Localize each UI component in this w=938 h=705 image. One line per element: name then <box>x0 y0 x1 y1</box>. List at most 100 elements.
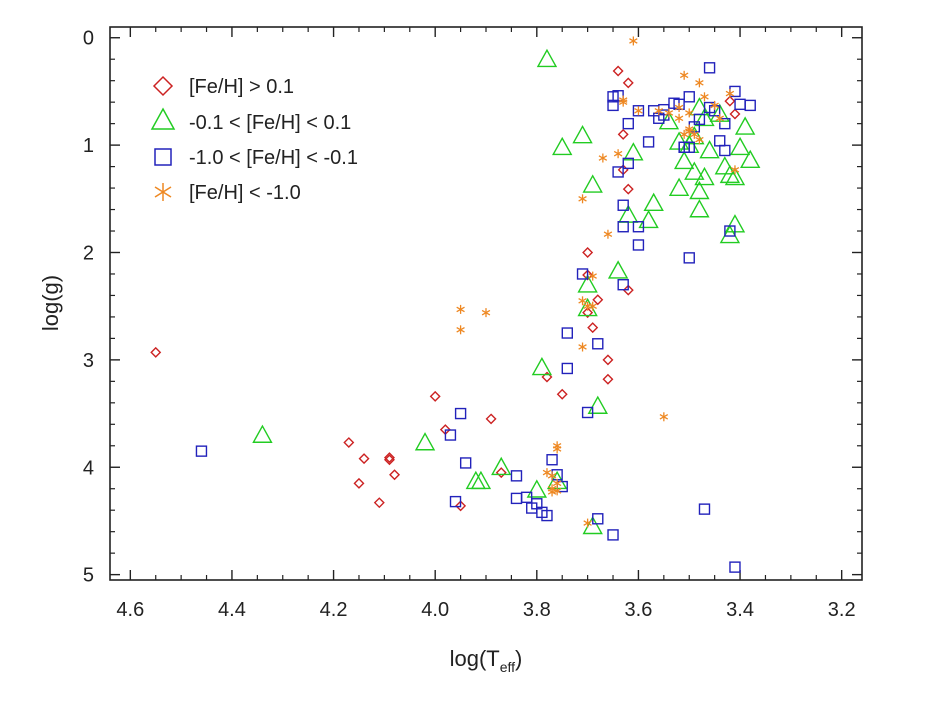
y-tick-label: 1 <box>83 135 94 157</box>
point-asterisk <box>679 70 689 80</box>
point-diamond <box>582 307 594 319</box>
point-asterisk <box>588 301 597 311</box>
point-diamond <box>622 284 634 296</box>
legend-label-1: [Fe/H] > 0.1 <box>189 76 294 98</box>
series-1 <box>150 65 741 512</box>
point-triangle <box>536 48 558 68</box>
point-asterisk <box>583 518 592 528</box>
point-square <box>719 117 731 130</box>
point-asterisk <box>547 471 557 481</box>
point-asterisk <box>654 106 663 116</box>
point-asterisk <box>629 36 638 46</box>
legend-item-4: [Fe/H] < -1.0 <box>154 182 301 204</box>
point-square <box>195 445 208 457</box>
point-triangle <box>587 395 608 414</box>
legend-item-2: -0.1 < [Fe/H] < 0.1 <box>150 107 351 134</box>
point-diamond <box>582 247 594 258</box>
x-tick-label: 3.8 <box>523 599 551 621</box>
point-square <box>444 429 457 441</box>
point-square <box>510 492 523 505</box>
point-asterisk <box>552 444 562 454</box>
point-square <box>683 141 695 153</box>
point-diamond <box>343 437 355 449</box>
y-axis-title: log(g) <box>38 275 63 331</box>
point-diamond <box>622 77 634 89</box>
point-triangle <box>414 432 436 451</box>
point-square <box>632 221 645 233</box>
series-3 <box>195 62 756 573</box>
point-triangle <box>694 107 715 127</box>
y-tick-label: 0 <box>83 28 94 50</box>
point-asterisk <box>547 487 557 497</box>
legend-label-2: -0.1 < [Fe/H] < 0.1 <box>189 112 351 134</box>
y-tick-label: 2 <box>83 242 94 264</box>
point-asterisk <box>618 97 628 107</box>
axis-ticks <box>110 27 862 580</box>
point-square <box>561 327 573 339</box>
legend-item-1: [Fe/H] > 0.1 <box>152 75 294 98</box>
point-asterisk <box>481 308 491 318</box>
point-square <box>592 513 604 525</box>
point-triangle <box>582 174 603 193</box>
legend: [Fe/H] > 0.1 -0.1 < [Fe/H] < 0.1 -1.0 < … <box>150 75 358 204</box>
point-asterisk <box>588 271 597 281</box>
point-asterisk <box>659 412 669 422</box>
legend-marker-diamond <box>152 75 174 97</box>
point-triangle <box>689 199 710 218</box>
point-diamond <box>485 413 497 425</box>
legend-marker-triangle <box>150 107 176 130</box>
point-square <box>724 225 736 237</box>
point-diamond <box>587 322 599 334</box>
point-triangle <box>470 470 492 490</box>
point-diamond <box>622 183 634 195</box>
point-square <box>607 91 619 103</box>
point-triangle <box>526 479 548 498</box>
legend-marker-square <box>154 148 172 166</box>
point-square <box>714 135 726 147</box>
point-asterisk <box>674 113 684 123</box>
point-square <box>734 98 746 111</box>
point-diamond <box>389 469 401 481</box>
point-square <box>454 407 467 420</box>
y-tick-label: 3 <box>83 350 94 372</box>
x-tick-label: 4.6 <box>116 599 144 621</box>
point-diamond <box>602 373 614 385</box>
point-square <box>622 117 634 130</box>
point-square <box>719 144 731 157</box>
point-square <box>617 221 629 233</box>
point-square <box>617 279 629 291</box>
x-tick-labels: 4.6 4.4 4.2 4.0 3.8 3.6 3.4 3.2 <box>116 599 855 621</box>
point-asterisk <box>730 165 740 175</box>
point-square <box>520 491 533 504</box>
point-diamond <box>150 346 162 358</box>
point-asterisk <box>695 135 704 145</box>
legend-label-3: -1.0 < [Fe/H] < -0.1 <box>189 147 358 169</box>
series-4 <box>456 36 740 528</box>
point-asterisk <box>613 149 623 159</box>
point-asterisk <box>700 92 709 102</box>
point-triangle <box>740 149 761 169</box>
point-triangle <box>684 161 705 180</box>
legend-marker-asterisk <box>154 183 172 201</box>
point-triangle <box>699 140 720 159</box>
point-diamond <box>455 500 467 512</box>
y-tick-label: 4 <box>83 457 94 479</box>
point-asterisk <box>578 342 587 352</box>
point-diamond <box>724 95 736 107</box>
point-asterisk <box>674 103 684 113</box>
y-tick-label: 5 <box>83 565 94 587</box>
point-triangle <box>668 177 690 196</box>
point-triangle <box>638 209 659 229</box>
point-diamond <box>602 354 614 366</box>
point-triangle <box>552 136 573 156</box>
point-diamond <box>592 294 604 306</box>
point-square <box>683 252 695 264</box>
point-square <box>683 91 695 103</box>
point-triangle <box>724 166 746 186</box>
point-square <box>459 457 472 469</box>
point-asterisk <box>598 153 608 163</box>
point-diamond <box>495 467 507 479</box>
x-axis-title: log(Teff) <box>450 646 523 675</box>
point-square <box>581 406 594 419</box>
